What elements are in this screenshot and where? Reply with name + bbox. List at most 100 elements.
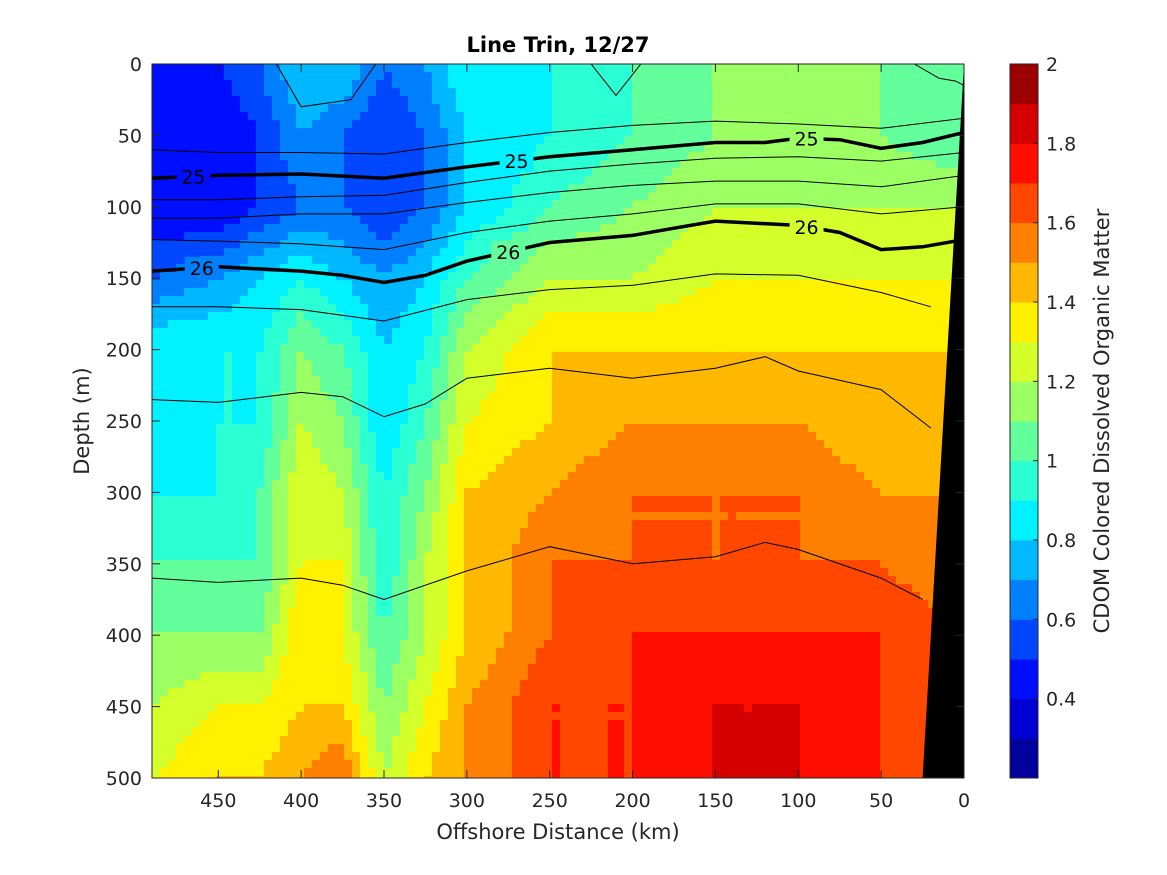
field-cell bbox=[720, 160, 729, 169]
field-cell bbox=[432, 144, 441, 153]
field-cell bbox=[680, 80, 689, 89]
field-cell bbox=[688, 96, 697, 105]
field-cell bbox=[168, 208, 177, 217]
field-cell bbox=[736, 296, 745, 305]
field-cell bbox=[408, 88, 417, 97]
field-cell bbox=[840, 96, 849, 105]
field-cell bbox=[808, 400, 817, 409]
field-cell bbox=[600, 200, 609, 209]
field-cell bbox=[424, 216, 433, 225]
field-cell bbox=[328, 160, 337, 169]
field-cell bbox=[416, 120, 425, 129]
field-cell bbox=[184, 392, 193, 401]
field-cell bbox=[280, 232, 289, 241]
field-cell bbox=[160, 256, 169, 265]
field-cell bbox=[264, 328, 273, 337]
field-cell bbox=[256, 344, 265, 353]
field-cell bbox=[704, 384, 713, 393]
field-cell bbox=[336, 448, 345, 457]
field-cell bbox=[608, 256, 617, 265]
field-cell bbox=[248, 168, 257, 177]
field-cell bbox=[384, 296, 393, 305]
field-cell bbox=[680, 208, 689, 217]
field-cell bbox=[304, 200, 313, 209]
field-cell bbox=[784, 192, 793, 201]
field-cell bbox=[824, 312, 833, 321]
field-cell bbox=[264, 184, 273, 193]
field-cell bbox=[896, 72, 905, 81]
field-cell bbox=[680, 440, 689, 449]
field-cell bbox=[912, 72, 921, 81]
field-cell bbox=[456, 248, 465, 257]
field-cell bbox=[728, 352, 737, 361]
field-cell bbox=[648, 376, 657, 385]
field-cell bbox=[352, 312, 361, 321]
field-cell bbox=[904, 352, 913, 361]
field-cell bbox=[608, 392, 617, 401]
field-cell bbox=[352, 392, 361, 401]
field-cell bbox=[312, 448, 321, 457]
field-cell bbox=[832, 280, 841, 289]
field-cell bbox=[912, 416, 921, 425]
field-cell bbox=[256, 408, 265, 417]
field-cell bbox=[440, 344, 449, 353]
field-cell bbox=[424, 288, 433, 297]
field-cell bbox=[432, 280, 441, 289]
field-cell bbox=[328, 80, 337, 89]
field-cell bbox=[464, 408, 473, 417]
field-cell bbox=[936, 296, 945, 305]
field-cell bbox=[928, 328, 937, 337]
field-cell bbox=[208, 176, 217, 185]
field-cell bbox=[640, 168, 649, 177]
field-cell bbox=[920, 400, 929, 409]
field-cell bbox=[440, 248, 449, 257]
field-cell bbox=[200, 72, 209, 81]
field-cell bbox=[248, 440, 257, 449]
field-cell bbox=[768, 256, 777, 265]
field-cell bbox=[560, 336, 569, 345]
field-cell bbox=[456, 112, 465, 121]
field-cell bbox=[712, 328, 721, 337]
field-cell bbox=[328, 64, 337, 73]
field-cell bbox=[432, 176, 441, 185]
field-cell bbox=[176, 136, 185, 145]
field-cell bbox=[624, 104, 633, 113]
field-cell bbox=[720, 288, 729, 297]
field-cell bbox=[248, 336, 257, 345]
field-cell bbox=[344, 432, 353, 441]
field-cell bbox=[608, 64, 617, 73]
field-cell bbox=[432, 112, 441, 121]
field-cell bbox=[176, 440, 185, 449]
field-cell bbox=[512, 328, 521, 337]
field-cell bbox=[936, 184, 945, 193]
field-cell bbox=[928, 352, 937, 361]
field-cell bbox=[920, 384, 929, 393]
field-cell bbox=[608, 360, 617, 369]
field-cell bbox=[280, 248, 289, 257]
field-cell bbox=[560, 328, 569, 337]
field-cell bbox=[792, 400, 801, 409]
field-cell bbox=[560, 352, 569, 361]
field-cell bbox=[544, 336, 553, 345]
field-cell bbox=[840, 312, 849, 321]
field-cell bbox=[544, 208, 553, 217]
field-cell bbox=[896, 224, 905, 233]
field-cell bbox=[472, 336, 481, 345]
field-cell bbox=[888, 152, 897, 161]
field-cell bbox=[504, 336, 513, 345]
field-cell bbox=[648, 296, 657, 305]
field-cell bbox=[368, 288, 377, 297]
field-cell bbox=[312, 216, 321, 225]
field-cell bbox=[576, 288, 585, 297]
field-cell bbox=[656, 256, 665, 265]
field-cell bbox=[592, 392, 601, 401]
field-cell bbox=[312, 72, 321, 81]
field-cell bbox=[536, 344, 545, 353]
field-cell bbox=[936, 256, 945, 265]
field-cell bbox=[800, 304, 809, 313]
field-cell bbox=[696, 304, 705, 313]
field-cell bbox=[768, 352, 777, 361]
field-cell bbox=[720, 176, 729, 185]
field-cell bbox=[864, 176, 873, 185]
field-cell bbox=[576, 136, 585, 145]
